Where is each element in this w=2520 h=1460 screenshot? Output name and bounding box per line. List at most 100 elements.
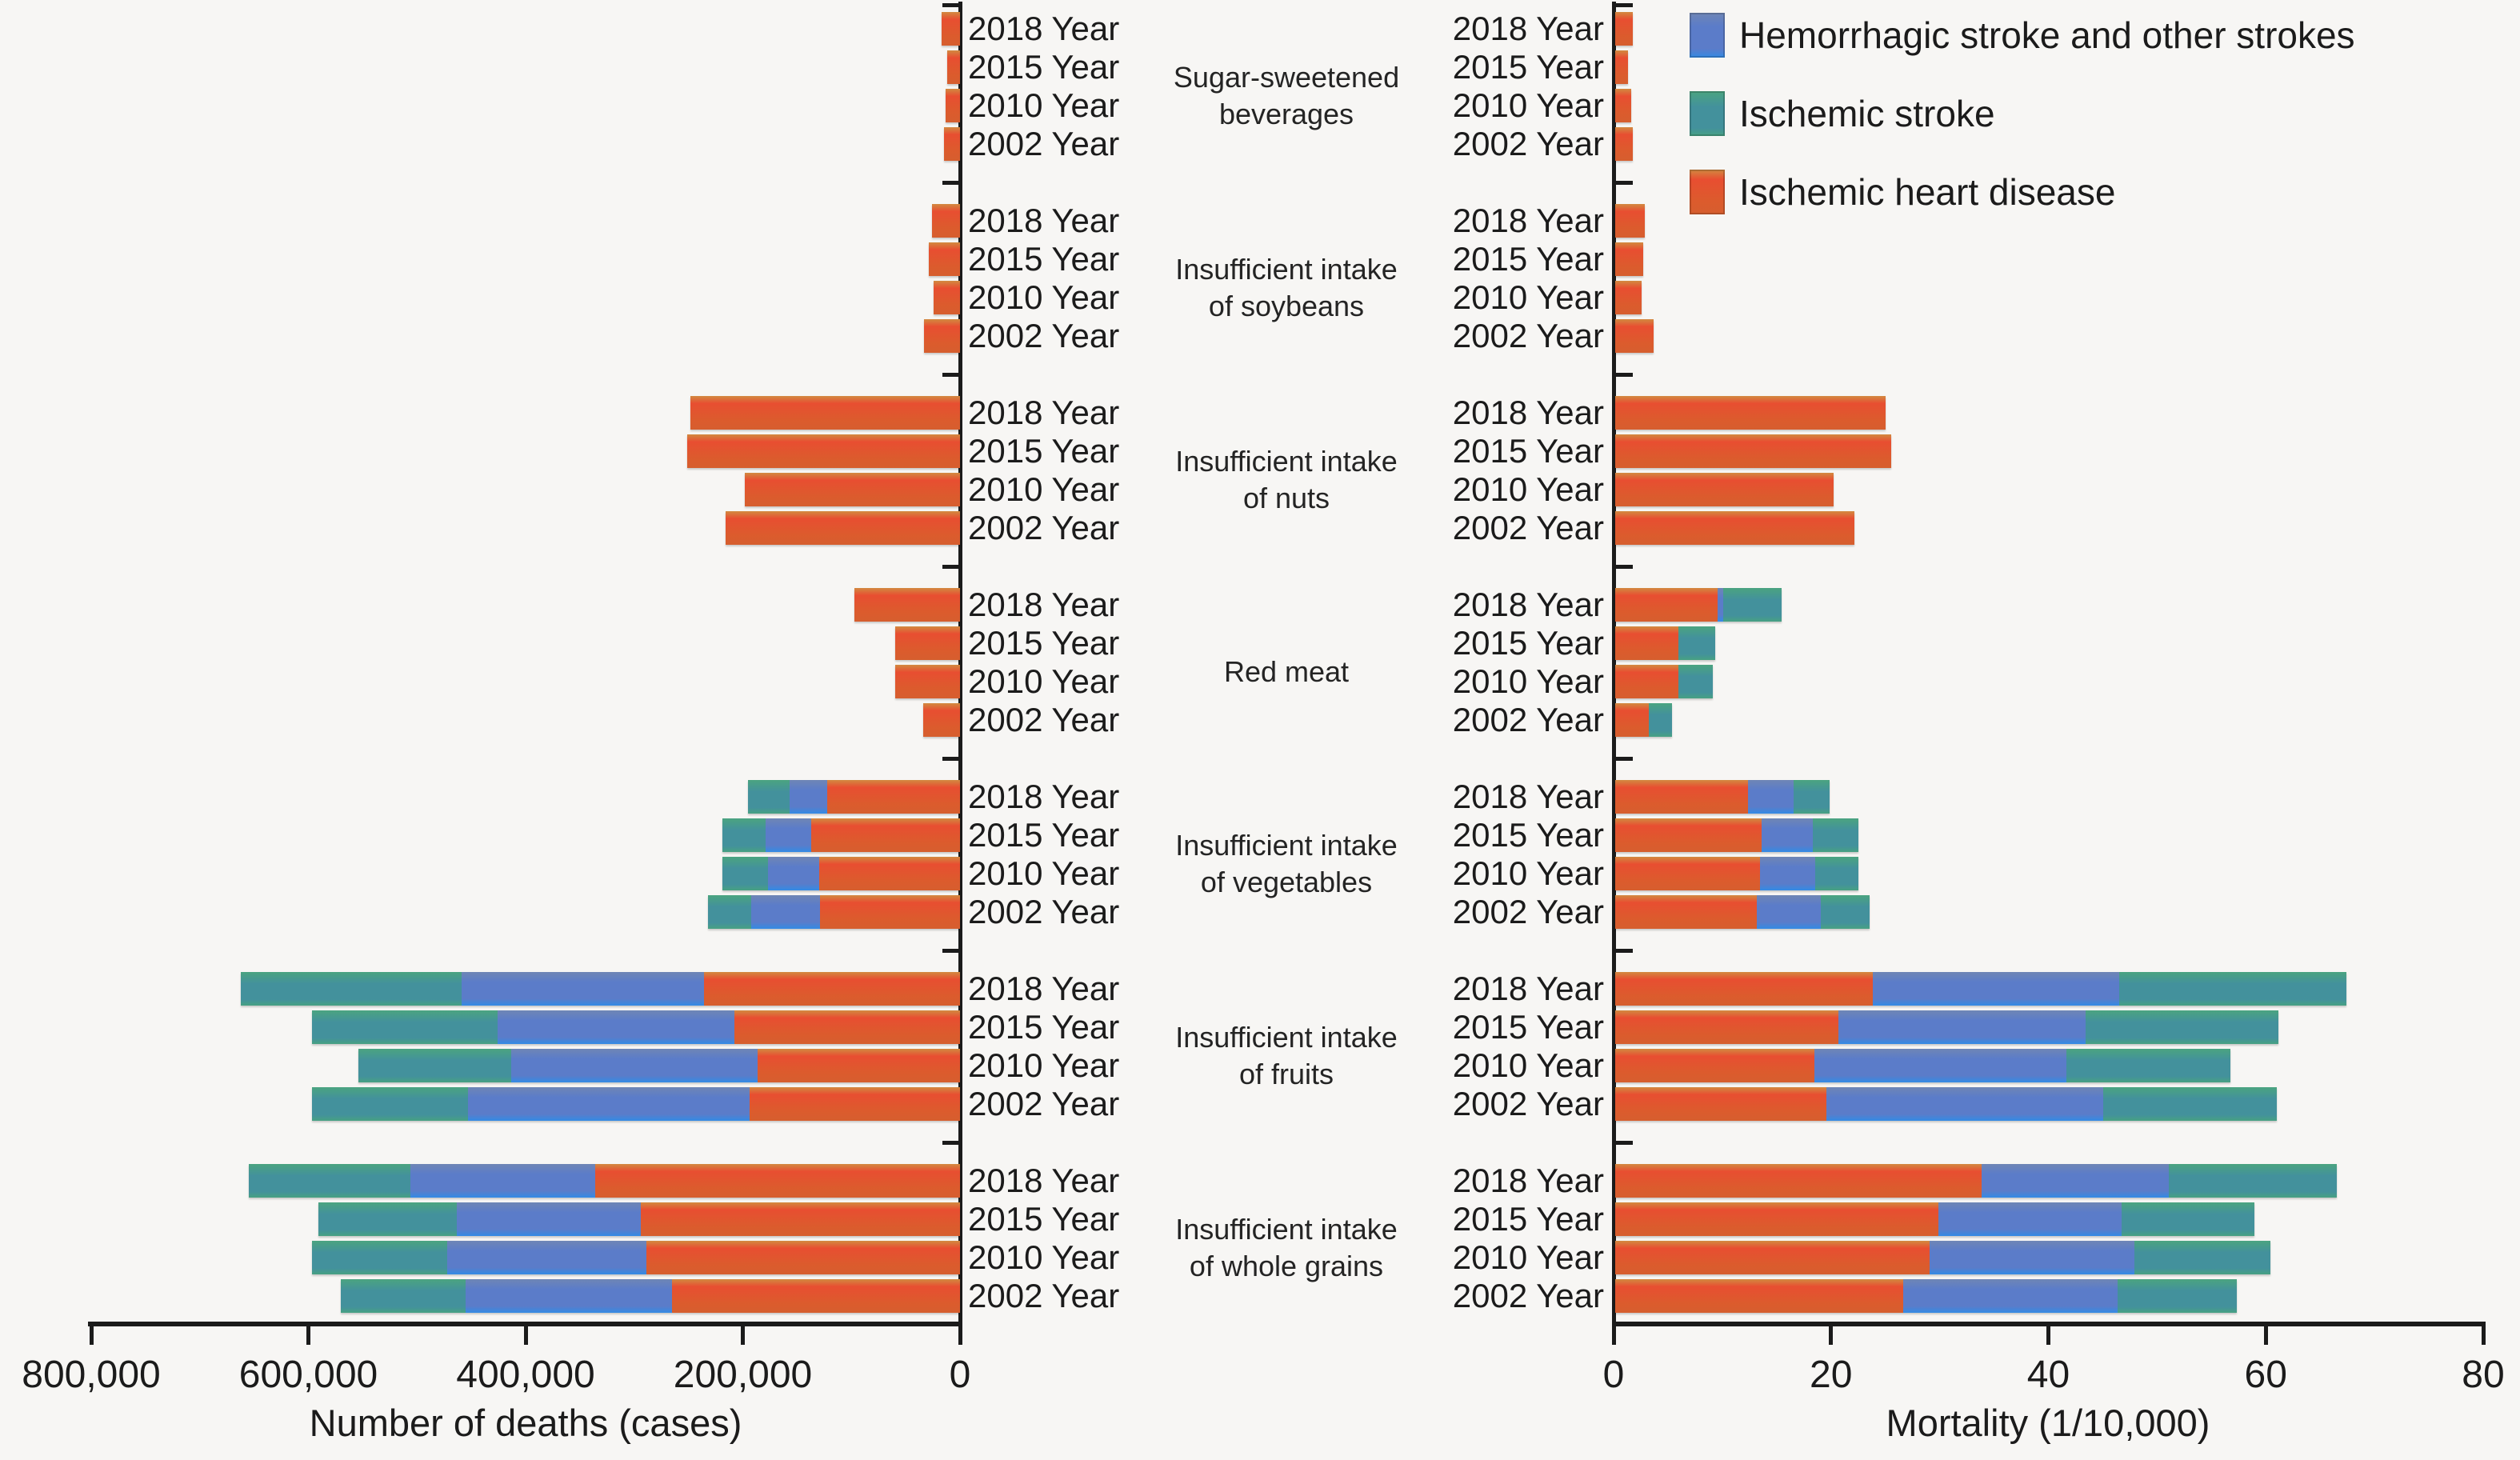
year-label-left: 2002 Year [968, 1085, 1120, 1122]
deaths-bar [708, 895, 960, 929]
deaths-segment-ihd [924, 319, 960, 353]
deaths-bar [854, 588, 960, 622]
right-axis-tick-label: 60 [2244, 1354, 2287, 1396]
mortality-bar [1615, 818, 1859, 852]
deaths-bar [922, 703, 960, 737]
mortality-segment-ischemic_stroke [1722, 588, 1782, 622]
deaths-segment-hemorrhagic [789, 780, 828, 814]
year-label-right: 2010 Year [1452, 1046, 1604, 1084]
year-label-right: 2015 Year [1452, 48, 1604, 86]
year-label-right: 2015 Year [1452, 816, 1604, 854]
right-axis-tick [2046, 1324, 2050, 1345]
year-label-left: 2002 Year [968, 125, 1120, 162]
mortality-segment-hemorrhagic [1838, 1010, 2086, 1044]
deaths-segment-ihd [594, 1164, 960, 1198]
deaths-segment-ihd [945, 89, 960, 122]
year-label-right: 2018 Year [1452, 1162, 1604, 1199]
deaths-bar [722, 857, 960, 890]
deaths-bar [941, 12, 960, 46]
group-boundary-tick [942, 373, 960, 377]
year-label-left: 2002 Year [968, 893, 1120, 930]
year-label-left: 2015 Year [968, 1008, 1120, 1046]
deaths-segment-ihd [745, 473, 960, 506]
deaths-segment-ihd [672, 1279, 960, 1313]
mortality-segment-ihd [1615, 396, 1886, 430]
deaths-segment-ischemic_stroke [311, 1087, 469, 1121]
deaths-segment-ischemic_stroke [722, 818, 766, 852]
right-axis-title: Mortality (1/10,000) [1886, 1402, 2210, 1444]
mortality-bar [1615, 1279, 2238, 1313]
mortality-bar [1615, 511, 1854, 545]
mortality-segment-ihd [1615, 1049, 1814, 1082]
mortality-bar [1615, 1049, 2231, 1082]
mortality-segment-ischemic_stroke [2168, 1164, 2338, 1198]
deaths-segment-ihd [934, 281, 960, 314]
deaths-segment-hemorrhagic [457, 1202, 641, 1236]
mortality-segment-hemorrhagic [1747, 780, 1794, 814]
mortality-segment-ihd [1615, 895, 1757, 929]
mortality-bar [1615, 319, 1654, 353]
year-label-left: 2015 Year [968, 240, 1120, 278]
mortality-bar [1615, 588, 1782, 622]
mortality-segment-ischemic_stroke [1820, 895, 1870, 929]
deaths-segment-ihd [758, 1049, 960, 1082]
deaths-segment-hemorrhagic [767, 857, 819, 890]
year-label-left: 2010 Year [968, 854, 1120, 892]
mortality-segment-ihd [1615, 780, 1748, 814]
year-label-left: 2015 Year [968, 48, 1120, 86]
deaths-segment-ischemic_stroke [358, 1049, 512, 1082]
mortality-segment-hemorrhagic [1762, 818, 1814, 852]
mortality-bar [1615, 1241, 2271, 1274]
mortality-bar [1615, 473, 1834, 506]
year-label-right: 2010 Year [1452, 86, 1604, 124]
mortality-bar [1615, 1164, 2338, 1198]
deaths-segment-ihd [811, 818, 960, 852]
right-chart-zero-axis [1612, 2, 1616, 1326]
deaths-bar [722, 818, 960, 852]
deaths-segment-ihd [640, 1202, 960, 1236]
deaths-segment-hemorrhagic [461, 972, 704, 1006]
mortality-segment-hemorrhagic [1938, 1202, 2122, 1236]
year-label-left: 2010 Year [968, 278, 1120, 316]
deaths-segment-ihd [922, 703, 960, 737]
mortality-segment-ischemic_stroke [1813, 818, 1859, 852]
left-axis-tick [306, 1324, 310, 1345]
deaths-segment-hemorrhagic [751, 895, 820, 929]
left-axis-tick [958, 1324, 962, 1345]
mortality-bar [1615, 780, 1830, 814]
deaths-segment-ischemic_stroke [248, 1164, 411, 1198]
deaths-segment-ihd [943, 127, 960, 161]
year-label-right: 2015 Year [1452, 624, 1604, 662]
mortality-segment-ihd [1615, 972, 1874, 1006]
mortality-segment-hemorrhagic [1929, 1241, 2135, 1274]
year-label-left: 2018 Year [968, 586, 1120, 623]
year-label-left: 2002 Year [968, 317, 1120, 354]
mortality-segment-ischemic_stroke [2134, 1241, 2271, 1274]
deaths-segment-ischemic_stroke [241, 972, 462, 1006]
right-axis-tick [2263, 1324, 2268, 1345]
right-axis-tick-label: 40 [2026, 1354, 2070, 1396]
deaths-bar [924, 319, 960, 353]
deaths-segment-hemorrhagic [466, 1279, 673, 1313]
mortality-segment-ihd [1615, 703, 1650, 737]
group-boundary-tick [942, 565, 960, 569]
deaths-bar [945, 89, 960, 122]
mortality-segment-ischemic_stroke [2103, 1087, 2278, 1121]
mortality-segment-ihd [1615, 1164, 1982, 1198]
year-label-right: 2002 Year [1452, 317, 1604, 354]
year-label-right: 2015 Year [1452, 1008, 1604, 1046]
year-label-left: 2015 Year [968, 1200, 1120, 1238]
mortality-bar [1615, 89, 1632, 122]
deaths-bar [745, 473, 960, 506]
deaths-segment-hemorrhagic [410, 1164, 595, 1198]
mortality-segment-ihd [1615, 1279, 1904, 1313]
left-axis-tick-label: 200,000 [673, 1354, 813, 1396]
deaths-bar [946, 50, 960, 84]
group-boundary-tick [942, 181, 960, 185]
deaths-segment-ihd [941, 12, 960, 46]
deaths-segment-ihd [894, 626, 960, 660]
year-label-right: 2018 Year [1452, 970, 1604, 1007]
deaths-segment-ihd [725, 511, 960, 545]
year-label-left: 2018 Year [968, 970, 1120, 1007]
year-label-left: 2018 Year [968, 394, 1120, 431]
